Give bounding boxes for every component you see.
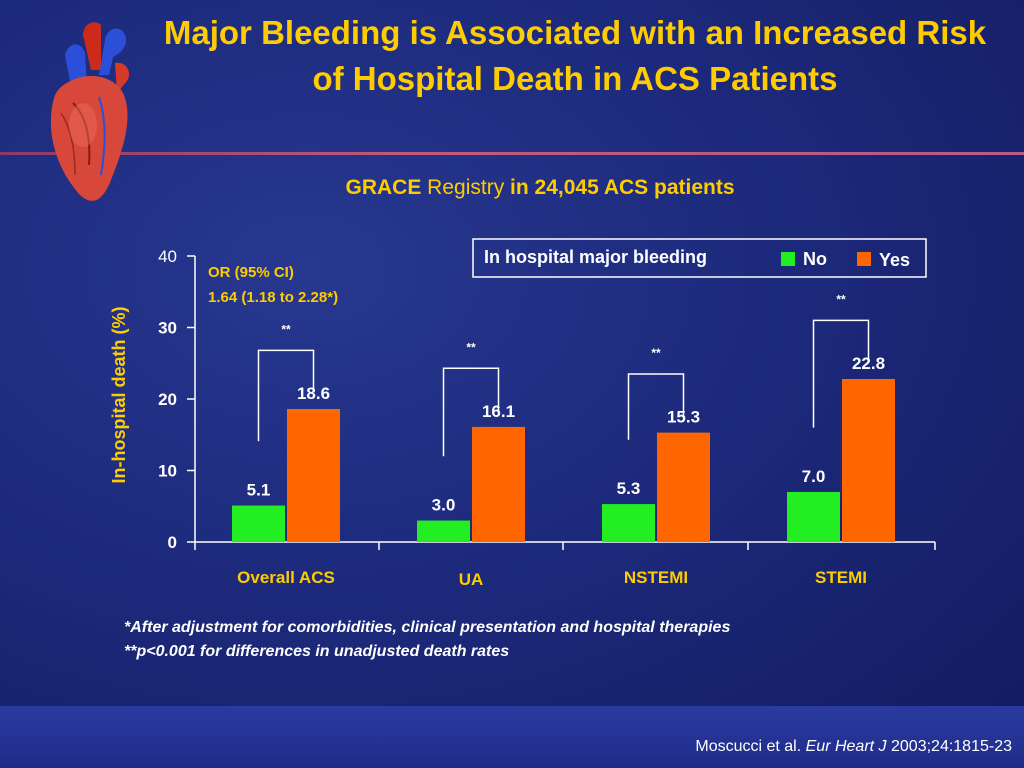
y-ticks: 0 10 20 30 40 [158, 247, 195, 552]
significance-mark: ** [651, 346, 661, 360]
data-label: 18.6 [297, 384, 330, 403]
y-tick-label: 20 [158, 390, 177, 409]
x-tick-label: NSTEMI [624, 568, 688, 587]
data-label: 15.3 [667, 408, 700, 427]
subtitle-registry: Registry [427, 176, 505, 199]
legend: In hospital major bleeding No Yes [472, 238, 927, 278]
bar-no [787, 491, 840, 542]
significance-mark: ** [281, 322, 291, 336]
footnotes: *After adjustment for comorbidities, cli… [124, 616, 730, 664]
x-tick-label: Overall ACS [237, 568, 335, 587]
bars: 5.1 3.0 5.3 7.0 18.6 16.1 15.3 22.8 [232, 354, 895, 542]
data-label: 5.3 [617, 479, 641, 498]
bar-yes [657, 432, 710, 542]
y-tick-label: 10 [158, 462, 177, 481]
legend-label-yes: Yes [879, 250, 910, 270]
data-label: 3.0 [432, 496, 456, 515]
significance-bracket [627, 373, 685, 440]
significance-bracket [257, 349, 315, 442]
bar-chart: 0 10 20 30 40 Overall ACS UA NSTEMI STEMI 5.1 3.… [109, 238, 936, 589]
bar-yes [842, 378, 895, 542]
significance-bracket [442, 367, 500, 457]
data-label: 22.8 [852, 354, 885, 373]
y-tick-label: 0 [168, 533, 177, 552]
odds-ratio-value: 1.64 (1.18 to 2.28*) [208, 289, 338, 306]
data-label: 7.0 [802, 467, 826, 486]
data-label: 5.1 [247, 481, 271, 500]
bar-yes [472, 426, 525, 542]
footnote-adjustment: *After adjustment for comorbidities, cli… [124, 619, 731, 636]
bar-yes [287, 409, 340, 542]
x-tick-label: UA [459, 570, 484, 589]
y-tick-label: 40 [158, 247, 177, 266]
significance-mark: ** [466, 340, 476, 354]
legend-title: In hospital major bleeding [484, 247, 707, 267]
legend-swatch-no [781, 252, 795, 266]
bar-no [232, 505, 285, 542]
significance-bracket [812, 319, 870, 428]
citation-journal: Eur Heart J [805, 738, 887, 755]
x-tick-label: STEMI [815, 568, 867, 587]
odds-ratio-label: OR (95% CI) [208, 264, 294, 281]
y-tick-label: 30 [158, 319, 177, 338]
heart-icon [50, 22, 130, 201]
bar-no [417, 520, 470, 542]
citation-details: 2003;24:1815-23 [891, 738, 1012, 755]
legend-box [472, 238, 927, 278]
x-ticks: Overall ACS UA NSTEMI STEMI [194, 542, 936, 589]
footer-band [0, 706, 1024, 768]
title-divider [0, 152, 1024, 155]
footnote-significance: **p<0.001 for differences in unadjusted … [124, 643, 510, 660]
chart-subtitle: GRACE Registry in 24,045 ACS patients [200, 176, 880, 200]
subtitle-patients: in 24,045 ACS patients [510, 176, 735, 199]
bar-no [602, 504, 655, 542]
subtitle-grace: GRACE [345, 176, 422, 199]
legend-swatch-yes [857, 252, 871, 266]
data-label: 16.1 [482, 402, 515, 421]
citation-authors: Moscucci et al. [695, 738, 802, 755]
slide-title: Major Bleeding is Associated with an Inc… [163, 14, 987, 97]
significance-mark: ** [836, 292, 846, 306]
legend-label-no: No [803, 249, 827, 269]
y-axis-label: In-hospital death (%) [109, 307, 129, 484]
significance-brackets: ** ** ** ** [257, 292, 870, 457]
citation: Moscucci et al. Eur Heart J 2003;24:1815… [695, 738, 1012, 756]
